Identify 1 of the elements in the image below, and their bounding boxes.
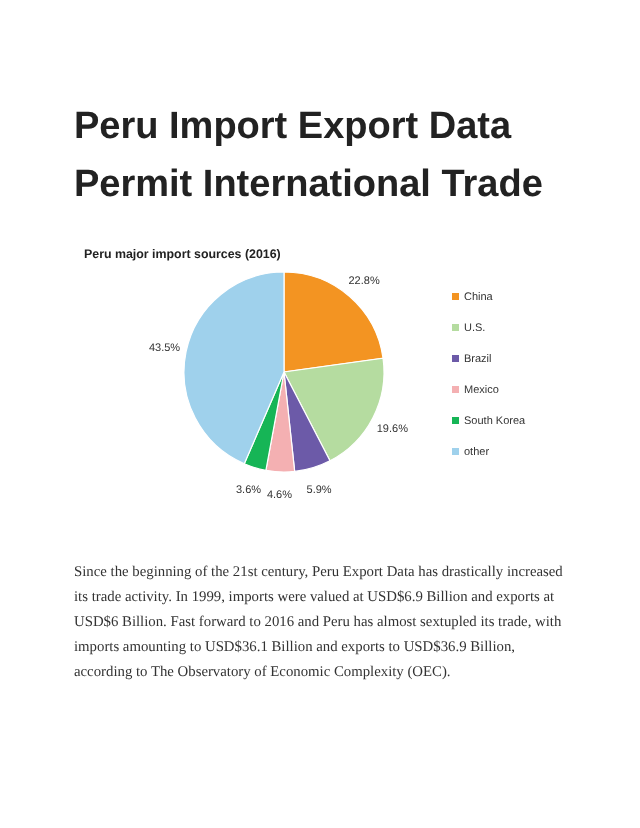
- chart-title: Peru Import Export Data Permit International Trade: [74, 106, 543, 206]
